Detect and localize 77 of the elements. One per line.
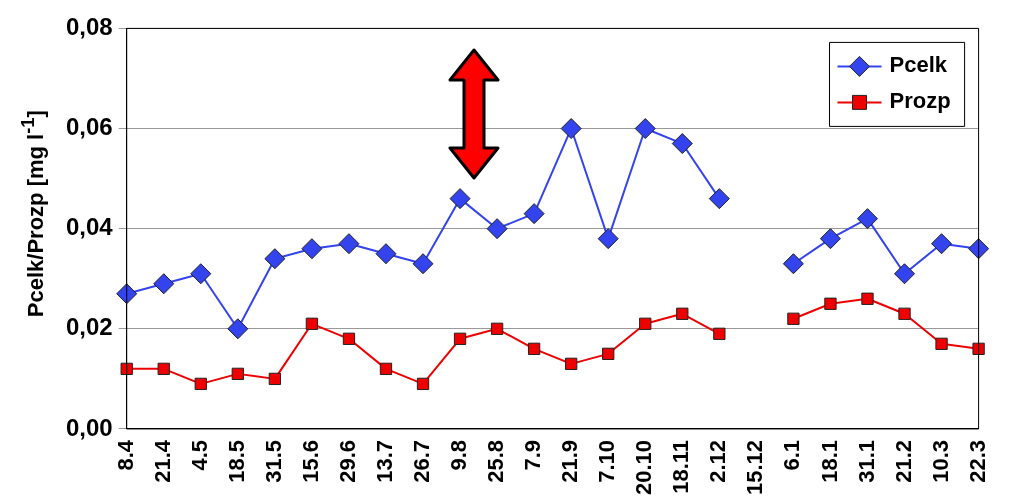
x-tick-label: 10.3 bbox=[927, 439, 953, 483]
point bbox=[708, 188, 730, 210]
x-tick-label: 2.12 bbox=[705, 439, 731, 483]
point bbox=[527, 342, 541, 355]
point bbox=[453, 332, 467, 345]
x-tick-label: 15.6 bbox=[297, 439, 323, 483]
point bbox=[268, 372, 282, 386]
x-tick-label: 21.4 bbox=[149, 439, 175, 483]
point bbox=[634, 118, 656, 140]
x-tick-label: 4.5 bbox=[186, 439, 212, 471]
point bbox=[375, 243, 397, 265]
point bbox=[898, 307, 911, 320]
x-tick-label: 29.6 bbox=[335, 439, 361, 483]
point bbox=[338, 233, 360, 255]
point bbox=[153, 273, 175, 295]
x-tick-label: 7.9 bbox=[520, 439, 546, 471]
x-tick-label: 21.9 bbox=[557, 439, 583, 483]
x-tick-label: 18.1 bbox=[816, 439, 842, 483]
point bbox=[227, 318, 249, 340]
legend-label: Prozp bbox=[889, 88, 951, 114]
point bbox=[231, 367, 244, 381]
x-tick-label: 26.7 bbox=[409, 439, 435, 483]
x-tick-label: 18.11 bbox=[668, 439, 694, 494]
point bbox=[116, 283, 138, 305]
x-tick-label: 13.7 bbox=[372, 439, 398, 483]
y-tick-label: 0,00 bbox=[65, 413, 113, 441]
point bbox=[819, 228, 841, 250]
y-tick-label: 0,04 bbox=[65, 213, 114, 241]
point bbox=[713, 327, 726, 340]
point bbox=[787, 312, 800, 325]
point bbox=[120, 362, 133, 376]
x-tick-label: 15.12 bbox=[742, 439, 768, 496]
point bbox=[565, 357, 578, 371]
point bbox=[972, 342, 985, 355]
point bbox=[305, 317, 319, 330]
legend-label: Pcelk bbox=[889, 52, 948, 78]
x-tick-label: 21.2 bbox=[890, 439, 916, 483]
x-tick-label: 18.5 bbox=[223, 439, 249, 483]
point bbox=[671, 133, 693, 155]
point bbox=[194, 377, 207, 391]
point bbox=[412, 253, 434, 275]
point bbox=[523, 203, 545, 225]
point bbox=[597, 228, 619, 250]
y-tick-label: 0,02 bbox=[65, 313, 113, 341]
point bbox=[856, 208, 878, 230]
point bbox=[342, 332, 356, 345]
point bbox=[931, 233, 953, 255]
point bbox=[264, 248, 286, 270]
point bbox=[639, 317, 652, 330]
x-tick-label: 9.8 bbox=[446, 439, 472, 471]
point bbox=[490, 322, 504, 335]
point bbox=[824, 297, 837, 310]
x-tick-label: 31.5 bbox=[260, 439, 286, 483]
point bbox=[190, 263, 212, 285]
x-tick-label: 8.4 bbox=[112, 439, 138, 471]
point bbox=[861, 292, 874, 305]
point bbox=[416, 377, 430, 391]
x-tick-label: 22.3 bbox=[964, 439, 990, 483]
point bbox=[894, 263, 916, 285]
x-tick-label: 20.10 bbox=[631, 439, 657, 496]
x-tick-label: 31.1 bbox=[853, 439, 879, 483]
point bbox=[301, 238, 323, 260]
point bbox=[782, 253, 804, 275]
point bbox=[602, 347, 615, 360]
point bbox=[157, 362, 170, 376]
x-tick-label: 25.8 bbox=[483, 439, 509, 483]
point bbox=[676, 307, 689, 320]
y-tick-label: 0,06 bbox=[65, 113, 113, 141]
point bbox=[968, 238, 990, 260]
x-tick-label: 7.10 bbox=[594, 439, 620, 483]
point bbox=[449, 188, 471, 210]
point bbox=[486, 218, 508, 240]
y-tick-label: 0,08 bbox=[65, 13, 113, 41]
point bbox=[560, 118, 582, 140]
x-tick-label: 6.1 bbox=[779, 439, 805, 471]
point bbox=[935, 337, 948, 350]
point bbox=[379, 362, 393, 376]
